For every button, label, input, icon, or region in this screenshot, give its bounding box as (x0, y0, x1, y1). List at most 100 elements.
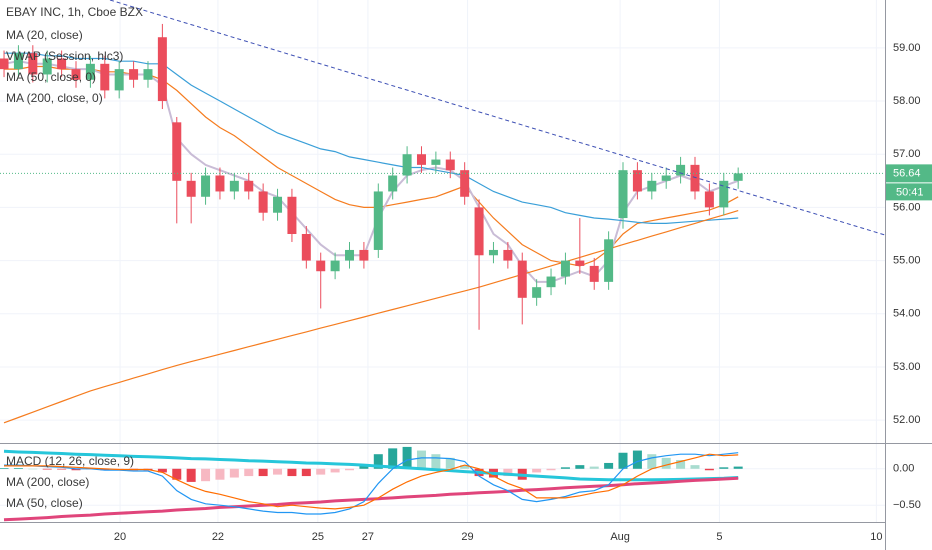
histogram-bar (503, 468, 513, 477)
y-tick-label: 59.00 (893, 42, 921, 54)
candle-body (416, 154, 426, 165)
histogram-bar (330, 468, 340, 473)
y-tick-label: 58.00 (893, 95, 921, 107)
candle-body (345, 249, 355, 261)
candle-body (57, 58, 67, 70)
legend-entry[interactable]: MACD (12, 26, close, 9) (6, 454, 134, 468)
candle-body (560, 260, 570, 277)
histogram-bar (71, 468, 81, 471)
histogram-bar (373, 454, 383, 469)
histogram-bar (604, 462, 614, 469)
candle-body (42, 58, 52, 75)
legend-entry[interactable]: MA (50, close, 0) (6, 70, 96, 84)
x-tick-label: 10 (870, 531, 882, 543)
y-tick-label: 57.00 (893, 148, 921, 160)
candle-body (618, 170, 628, 219)
trend-line[interactable] (109, 0, 886, 236)
histogram-bar (445, 457, 455, 469)
histogram-bar (28, 468, 38, 470)
candle-body (244, 180, 254, 192)
candle-body (388, 175, 398, 192)
candle-body (632, 170, 642, 192)
legend-entry[interactable]: MA (50, close) (6, 496, 83, 510)
candle-body (229, 180, 239, 192)
histogram-bar (589, 466, 599, 469)
histogram-bar (244, 468, 254, 477)
histogram-bar (345, 468, 355, 471)
histogram-bar (719, 467, 729, 469)
histogram-bar (661, 457, 671, 469)
histogram-bar (273, 468, 283, 475)
y-tick-label: 0.00 (893, 463, 914, 475)
histogram-bar (416, 450, 426, 469)
candle-body (316, 260, 326, 272)
x-tick-label: 20 (114, 531, 126, 543)
indicator-line (3, 476, 739, 522)
x-tick-label: 22 (212, 531, 224, 543)
histogram-bar (0, 468, 9, 469)
candle-body (474, 207, 484, 256)
candle-body (546, 276, 556, 288)
histogram-bar (301, 468, 311, 477)
histogram-bar (215, 468, 225, 480)
y-tick-label: 54.00 (893, 308, 921, 320)
candle-body (114, 69, 124, 91)
candle-body (575, 260, 585, 266)
legend-entry[interactable]: MA (200, close) (6, 475, 89, 489)
indicator-line (4, 452, 739, 515)
histogram-bar (632, 450, 642, 469)
indicator-line (4, 65, 739, 267)
x-tick-label: 25 (312, 531, 324, 543)
candle-body (273, 196, 283, 213)
histogram-bar (647, 454, 657, 469)
histogram-bar (57, 468, 67, 470)
y-tick-label: 52.00 (893, 414, 921, 426)
candle-body (71, 69, 81, 80)
candle-body (532, 287, 542, 298)
candle-body (733, 173, 743, 181)
candle-body (143, 69, 153, 80)
histogram-bar (100, 468, 110, 471)
candle-body (0, 58, 9, 70)
histogram-bar (690, 465, 700, 469)
candle-body (690, 164, 700, 192)
candle-body (647, 180, 657, 192)
histogram-bar (388, 448, 398, 469)
histogram-bar (13, 468, 23, 469)
candle-body (157, 37, 167, 102)
legend-entry[interactable]: MA (200, close, 0) (6, 91, 103, 105)
y-tick-label: 53.00 (893, 361, 921, 373)
candle-body (215, 175, 225, 192)
histogram-bar (359, 465, 369, 469)
price-grid (0, 0, 885, 443)
candle-body (100, 63, 110, 91)
histogram-bar (704, 468, 714, 471)
histogram-bar (172, 468, 182, 480)
candle-body (359, 249, 369, 261)
x-tick-label: Aug (610, 531, 630, 543)
price-pane (0, 23, 885, 424)
histogram-bar (676, 460, 686, 469)
candle-body (431, 159, 441, 165)
candle-body (604, 239, 614, 282)
histogram-bar (186, 468, 196, 482)
legend-entry[interactable]: MA (20, close) (6, 28, 83, 42)
histogram-bar (733, 466, 743, 469)
candle-body (676, 164, 686, 176)
candle-body (201, 175, 211, 197)
histogram-bar (532, 468, 542, 473)
price-legend: EBAY INC, 1h, Cboe BZX MA (20, close) VW… (6, 5, 143, 105)
candle-body (13, 53, 23, 70)
symbol-title: EBAY INC, 1h, Cboe BZX (6, 5, 143, 19)
legend-entry[interactable]: VWAP (Session, hlc3) (6, 49, 123, 63)
histogram-bar (560, 467, 570, 469)
macd-pane (0, 446, 743, 522)
candle-body (172, 122, 182, 181)
axes: 20 22 25 27 29 Aug 5 10 52.00 53.00 54.00 55.00 56.0… (114, 42, 932, 543)
candle-body (301, 233, 311, 261)
candle-body (85, 63, 95, 80)
y-tick-label: −0.50 (893, 499, 921, 511)
histogram-bar (287, 468, 297, 477)
candle-body (373, 191, 383, 250)
